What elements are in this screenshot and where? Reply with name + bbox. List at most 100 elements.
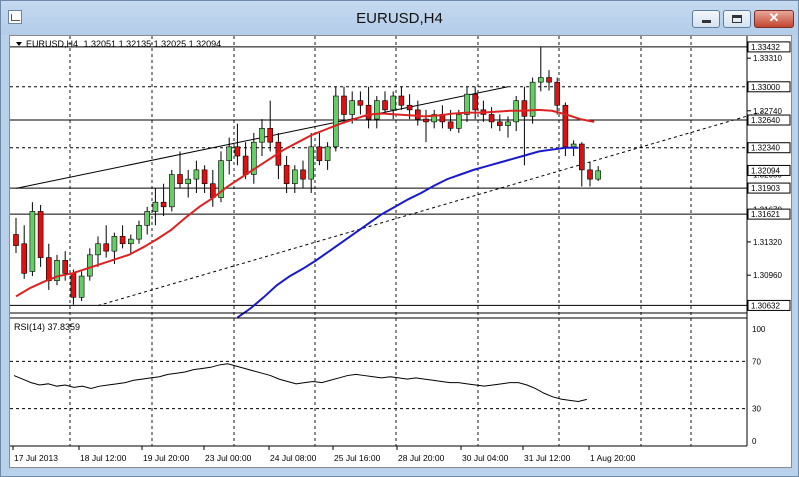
ma-fast-line[interactable] (15, 108, 595, 298)
candle[interactable] (201, 165, 208, 193)
level-price-label: 1.32340 (751, 144, 780, 153)
candle[interactable] (431, 109, 438, 129)
candle[interactable] (595, 166, 602, 181)
candle[interactable] (169, 169, 175, 212)
time-label: 30 Jul 04:00 (462, 453, 509, 463)
time-axis: 17 Jul 2013 18 Jul 12:00 19 Jul 20:00 23 Ju… (12, 446, 636, 463)
close-icon: ✕ (768, 10, 780, 25)
candle[interactable] (505, 116, 511, 138)
candle[interactable] (136, 220, 142, 244)
candle[interactable] (341, 86, 347, 124)
chart-area[interactable]: EURUSD,H4 1.32051 1.32135 1.32025 1.3209… (9, 35, 792, 468)
candle[interactable] (234, 123, 241, 166)
candle[interactable] (464, 86, 470, 122)
candle[interactable] (185, 169, 191, 198)
moving-averages[interactable] (15, 108, 595, 319)
minimize-icon (702, 20, 711, 23)
candle[interactable] (414, 100, 421, 126)
candle[interactable] (587, 162, 593, 187)
level-price-label: 1.31903 (751, 184, 780, 193)
candle[interactable] (160, 183, 167, 217)
candle[interactable] (78, 271, 85, 301)
candle[interactable] (382, 91, 388, 115)
candle[interactable] (332, 86, 339, 152)
candle[interactable] (54, 254, 60, 286)
candle[interactable] (13, 217, 19, 253)
candle[interactable] (119, 225, 126, 249)
candle[interactable] (398, 86, 405, 110)
candle[interactable] (144, 206, 150, 235)
minimize-button[interactable] (692, 10, 720, 28)
price-tick-label: 1.31320 (753, 238, 782, 247)
candle[interactable] (193, 160, 200, 193)
candle[interactable] (87, 248, 93, 281)
candle[interactable] (521, 86, 528, 166)
candle[interactable] (177, 151, 183, 189)
candle[interactable] (488, 107, 495, 129)
candle[interactable] (251, 132, 257, 184)
candle[interactable] (267, 100, 274, 152)
price-chart[interactable]: EURUSD,H4 1.32051 1.32135 1.32025 1.3209… (10, 36, 791, 467)
price-tick-label: 1.32740 (753, 107, 782, 116)
symbol-timeframe: EURUSD,H4 (26, 39, 78, 49)
candle[interactable] (423, 109, 429, 143)
trendline[interactable] (97, 111, 763, 307)
time-label: 31 Jul 12:00 (524, 453, 571, 463)
candle[interactable] (152, 188, 159, 226)
candle[interactable] (357, 91, 364, 115)
price-tick-label: 1.33310 (753, 54, 782, 63)
time-label: 19 Jul 20:00 (143, 453, 190, 463)
level-price-label: 1.33432 (751, 43, 780, 52)
chart-window-icon[interactable] (8, 10, 22, 24)
time-label: 17 Jul 2013 (14, 453, 58, 463)
candle[interactable] (578, 142, 585, 187)
candle[interactable] (300, 160, 306, 189)
candle[interactable] (349, 91, 356, 124)
maximize-button[interactable] (723, 10, 751, 28)
candle[interactable] (283, 156, 290, 193)
candle[interactable] (37, 204, 44, 267)
candle[interactable] (218, 151, 224, 203)
candle[interactable] (291, 165, 298, 193)
ma-slow-line[interactable] (236, 146, 579, 319)
rsi-panel[interactable] (10, 360, 747, 410)
time-label: 18 Jul 12:00 (80, 453, 127, 463)
candle[interactable] (529, 77, 536, 124)
candle[interactable] (95, 236, 101, 267)
rsi-tick-label: 70 (752, 357, 761, 366)
candle[interactable] (472, 86, 479, 120)
candle[interactable] (21, 225, 27, 279)
price-axis: 1.333101.327401.320501.316701.313201.309… (747, 41, 791, 311)
candle[interactable] (324, 142, 331, 170)
candle[interactable] (308, 132, 315, 193)
candles[interactable] (13, 47, 602, 305)
ohlc-values: 1.32051 1.32135 1.32025 1.32094 (84, 39, 222, 49)
time-label: 1 Aug 20:00 (590, 453, 636, 463)
candle[interactable] (316, 132, 323, 166)
close-button[interactable]: ✕ (754, 10, 794, 28)
candle[interactable] (62, 251, 69, 281)
maximize-icon (732, 15, 742, 23)
candle[interactable] (103, 225, 109, 258)
candle[interactable] (496, 114, 503, 132)
candle[interactable] (29, 202, 36, 277)
level-price-label: 1.30632 (751, 301, 780, 310)
candle[interactable] (226, 137, 232, 175)
title-bar[interactable]: EURUSD,H4 ✕ (1, 1, 798, 35)
candle[interactable] (259, 119, 265, 157)
horizontal-levels[interactable] (10, 46, 747, 306)
candle[interactable] (373, 96, 380, 129)
time-label: 24 Jul 08:00 (270, 453, 317, 463)
time-label: 28 Jul 20:00 (398, 453, 445, 463)
rsi-label: RSI(14) 37.8359 (14, 322, 80, 332)
candle[interactable] (128, 234, 134, 253)
chart-menu-icon[interactable] (16, 42, 22, 46)
candle[interactable] (554, 77, 561, 115)
candle[interactable] (546, 70, 552, 91)
candle[interactable] (365, 86, 372, 129)
level-price-label: 1.33000 (751, 83, 780, 92)
rsi-line[interactable] (13, 363, 587, 403)
candle[interactable] (537, 47, 544, 92)
level-price-label: 1.31621 (751, 210, 780, 219)
